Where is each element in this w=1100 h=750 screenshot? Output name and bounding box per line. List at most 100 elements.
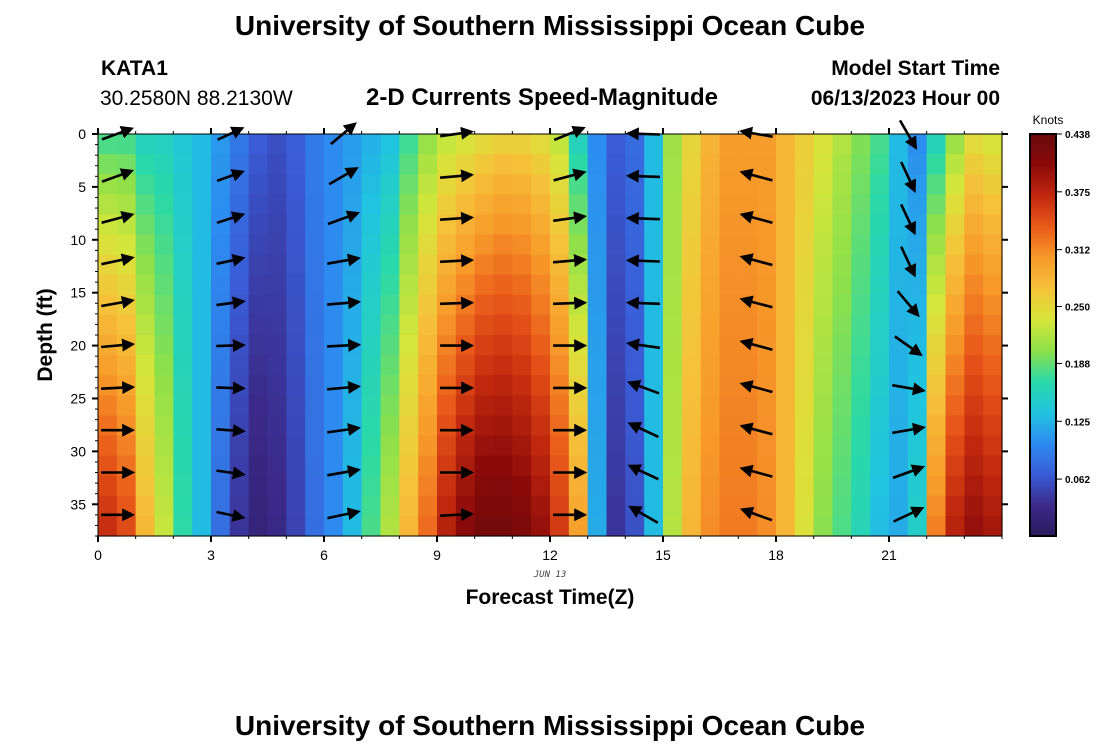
current-vector (739, 337, 773, 351)
heatmap-cell (832, 455, 852, 477)
current-vector (101, 253, 135, 267)
heatmap-cell (719, 274, 739, 296)
heatmap-cell (305, 294, 325, 316)
heatmap-cell (568, 134, 589, 155)
heatmap-cell (681, 194, 702, 215)
heatmap-cell (361, 214, 382, 236)
heatmap-cell (813, 194, 834, 215)
x-tick-label: 3 (207, 547, 215, 563)
heatmap-cell (776, 495, 796, 517)
heatmap-cell (248, 515, 269, 537)
heatmap-cell (719, 254, 739, 276)
heatmap-cell (531, 134, 551, 155)
heatmap-cell (568, 395, 589, 416)
heatmap-cell (983, 154, 1003, 175)
heatmap-cell (776, 475, 796, 497)
heatmap-cell (342, 234, 363, 256)
heatmap-cell (98, 154, 118, 175)
heatmap-cell (437, 455, 457, 477)
heatmap-cell (907, 194, 928, 215)
heatmap-cell (719, 174, 739, 195)
heatmap-cell (550, 515, 570, 537)
heatmap-cell (154, 375, 174, 396)
heatmap-cell (135, 174, 156, 195)
heatmap-cell (418, 435, 438, 457)
heatmap-cell (794, 254, 815, 276)
heatmap-cell (399, 134, 419, 155)
heatmap-cell (455, 375, 476, 396)
heatmap-cell (926, 294, 947, 316)
x-tick-label: 21 (881, 547, 897, 563)
current-vector (739, 253, 773, 267)
heatmap-cell (776, 375, 796, 396)
heatmap-cell (380, 475, 400, 497)
heatmap-cell (776, 174, 796, 195)
heatmap-cell (889, 174, 909, 195)
heatmap-cell (474, 495, 495, 517)
current-vector (625, 211, 660, 225)
heatmap-cell (719, 455, 739, 477)
heatmap-cell (719, 214, 739, 236)
heatmap-cell (644, 294, 664, 316)
x-tick-label: 6 (320, 547, 328, 563)
heatmap-cell (267, 455, 287, 477)
heatmap-cell (324, 515, 344, 537)
heatmap-cell (286, 395, 306, 416)
heatmap-cell (606, 254, 626, 276)
heatmap-cell (663, 314, 683, 336)
heatmap-cell (644, 314, 664, 336)
heatmap-cell (512, 254, 532, 276)
heatmap-cell (606, 435, 626, 457)
heatmap-cell (493, 475, 513, 497)
heatmap-cell (455, 154, 476, 175)
heatmap-cell (361, 375, 382, 396)
heatmap-cell (437, 495, 457, 517)
heatmap-cell (474, 134, 495, 155)
heatmap-cell (870, 415, 890, 437)
heatmap-cell (324, 214, 344, 236)
heatmap-cell (437, 355, 457, 376)
current-vector (625, 254, 660, 268)
heatmap-cell (794, 355, 815, 376)
heatmap-cell (700, 475, 721, 497)
heatmap-cell (98, 194, 118, 215)
heatmap-cell (757, 194, 777, 215)
current-vector (101, 295, 135, 309)
heatmap-cell (663, 214, 683, 236)
heatmap-cell (305, 475, 325, 497)
heatmap-cell (399, 214, 419, 236)
heatmap-cell (625, 294, 645, 316)
heatmap-cell (700, 154, 721, 175)
current-vector (892, 464, 926, 480)
heatmap-cell (945, 254, 965, 276)
heatmap-cell (851, 375, 871, 396)
heatmap-cell (757, 154, 777, 175)
heatmap-cell (493, 355, 513, 376)
heatmap-cell (399, 475, 419, 497)
heatmap-cell (700, 335, 721, 356)
colorbar-gradient (1029, 133, 1057, 537)
heatmap-cell (192, 154, 212, 175)
heatmap-cell (324, 194, 344, 215)
heatmap-cell (154, 234, 174, 256)
heatmap-cell (983, 395, 1003, 416)
heatmap-cell (98, 254, 118, 276)
heatmap-cell (399, 294, 419, 316)
heatmap-cell (192, 355, 212, 376)
heatmap-cell (211, 435, 231, 457)
heatmap-cell (851, 435, 871, 457)
heatmap-cell (813, 314, 834, 336)
heatmap-cell (870, 154, 890, 175)
heatmap-cell (568, 415, 589, 437)
heatmap-cell (964, 515, 984, 537)
heatmap-cell (945, 134, 965, 155)
colorbar-tick-label: 0.438 (1065, 130, 1090, 141)
heatmap-cell (945, 395, 965, 416)
heatmap-cell (550, 475, 570, 497)
heatmap-cell (437, 254, 457, 276)
heatmap-cell (437, 174, 457, 195)
heatmap-cell (342, 375, 363, 396)
heatmap-cell (399, 495, 419, 517)
heatmap-cell (154, 495, 174, 517)
heatmap-cell (380, 294, 400, 316)
